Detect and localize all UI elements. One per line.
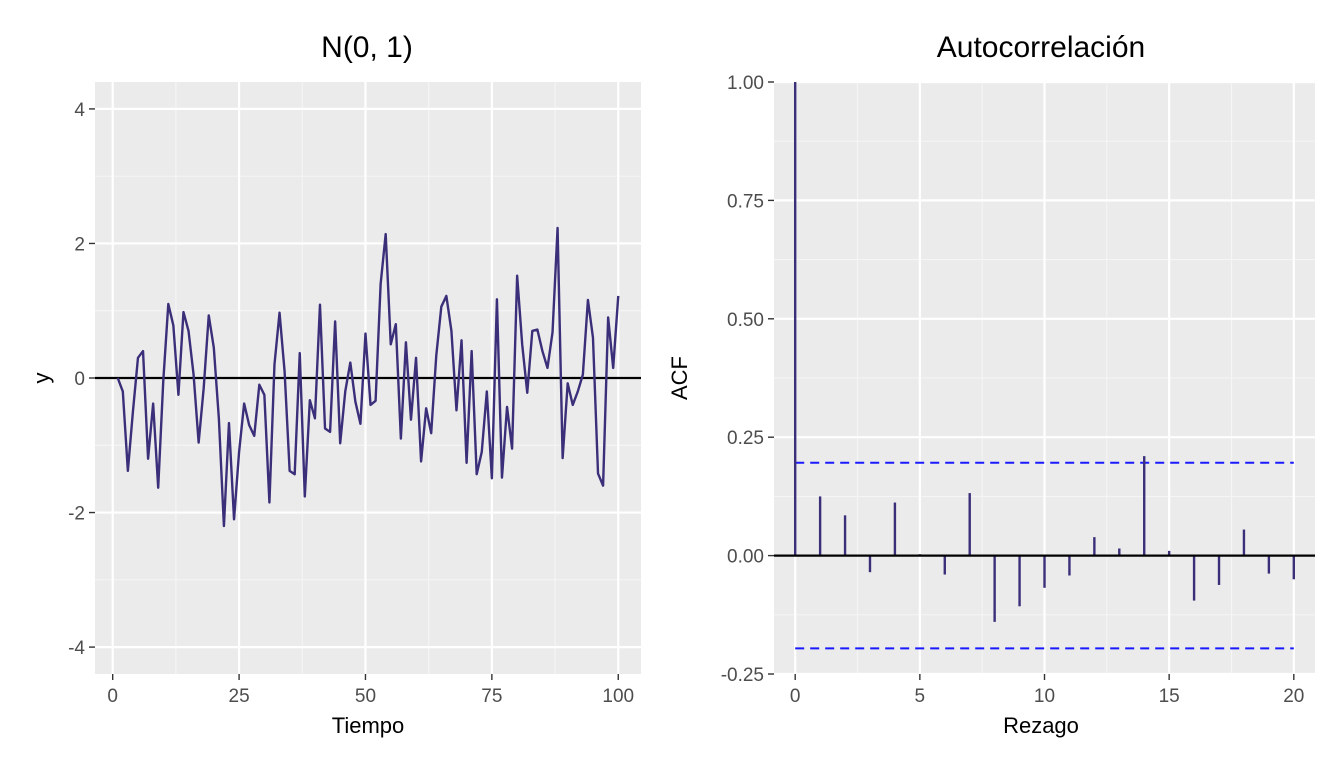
time-series-x-tick-label: 75 [481, 686, 502, 707]
time-series-axes: 0 25 50 75 100 -4 -2 0 2 4 [68, 100, 634, 707]
time-series-title: N(0, 1) [321, 31, 413, 64]
time-series-x-tick-label: 100 [602, 686, 634, 707]
acf-x-axis-title: Rezago [1003, 713, 1079, 738]
acf-bars-group [793, 82, 1296, 622]
acf-x-tick-label: 20 [1283, 686, 1304, 707]
acf-y-tick-label: 0.25 [727, 428, 764, 449]
acf-x-tick-label: 15 [1159, 686, 1180, 707]
acf-title: Autocorrelación [937, 31, 1145, 64]
time-series-y-tick-label: -4 [68, 638, 85, 659]
time-series-panel: N(0, 1) 0 25 50 75 100 -4 -2 0 2 4 Tiempo y [29, 31, 641, 738]
acf-confidence-bands [795, 461, 1294, 650]
time-series-data-group [116, 226, 620, 528]
time-series-x-axis-title: Tiempo [332, 713, 405, 738]
acf-x-tick-label: 5 [915, 686, 926, 707]
time-series-y-tick-label: 0 [74, 369, 85, 390]
time-series-y-tick-label: 4 [74, 100, 85, 121]
acf-x-tick-label: 10 [1034, 686, 1055, 707]
time-series-y-axis-title: y [29, 373, 54, 384]
acf-x-tick-label: 0 [790, 686, 801, 707]
acf-panel: Autocorrelación 0 5 10 15 20 -0.25 0.00 0.25 0.5… [667, 31, 1315, 738]
acf-y-tick-label: 0.50 [727, 310, 764, 331]
time-series-y-tick-label: -2 [68, 504, 85, 525]
time-series-x-tick-label: 50 [355, 686, 376, 707]
time-series-x-tick-label: 0 [107, 686, 118, 707]
time-series-y-tick-label: 2 [74, 234, 85, 255]
acf-y-axis-title: ACF [667, 356, 692, 400]
acf-y-tick-label: 0.75 [727, 191, 764, 212]
acf-axes: 0 5 10 15 20 -0.25 0.00 0.25 0.50 0.75 1.00 [721, 73, 1305, 707]
acf-y-tick-label: 0.00 [727, 547, 764, 568]
acf-y-tick-label: -0.25 [721, 665, 764, 686]
time-series-line [116, 226, 620, 528]
acf-y-tick-label: 1.00 [727, 73, 764, 94]
time-series-x-tick-label: 25 [229, 686, 250, 707]
